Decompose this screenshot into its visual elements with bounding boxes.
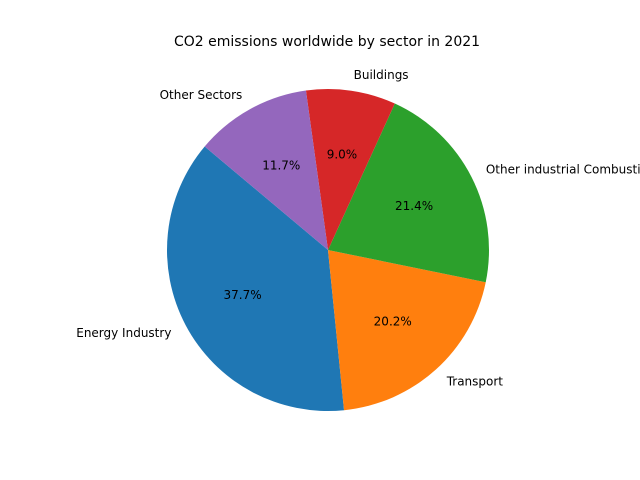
percent-label-0: 37.7%	[224, 288, 262, 302]
pie-slice-1	[328, 250, 486, 411]
chart-title: CO2 emissions worldwide by sector in 202…	[174, 34, 480, 50]
slice-label-4: Other Sectors	[160, 88, 243, 102]
percent-label-4: 11.7%	[262, 158, 300, 172]
pie-slice-4	[204, 90, 328, 251]
slice-label-3: Buildings	[354, 68, 409, 82]
slice-label-0: Energy Industry	[76, 326, 171, 340]
pie-slice-0	[167, 146, 345, 412]
slice-labels: Energy Industry Transport Other industrial…	[76, 68, 640, 389]
percent-label-3: 9.0%	[327, 147, 358, 161]
percent-labels: 37.7% 20.2% 21.4% 9.0% 11.7%	[224, 147, 434, 328]
pie-slice-2	[328, 103, 489, 283]
percent-label-1: 20.2%	[374, 315, 412, 329]
pie-slices	[167, 88, 489, 412]
slice-label-1: Transport	[446, 374, 504, 388]
percent-label-2: 21.4%	[395, 199, 433, 213]
slice-label-2: Other industrial Combustion	[486, 163, 640, 177]
pie-slice-3	[305, 88, 395, 250]
